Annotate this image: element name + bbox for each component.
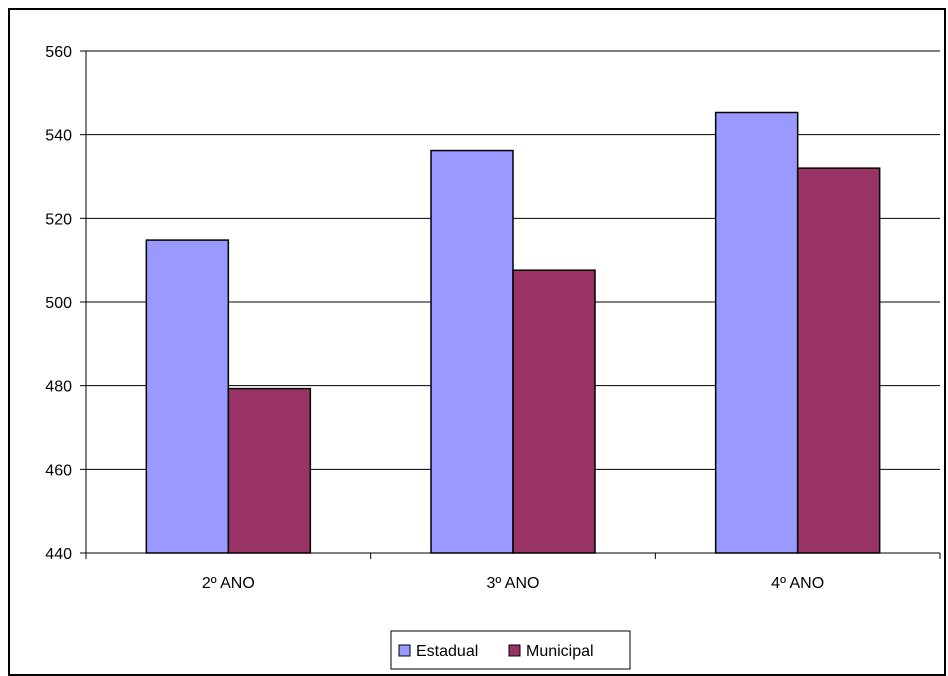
bar-estadual-2 bbox=[714, 111, 799, 554]
y-tick-label: 440 bbox=[45, 546, 72, 563]
y-tick-label: 500 bbox=[45, 295, 72, 312]
y-tick-label: 480 bbox=[45, 379, 72, 396]
y-tick-label: 520 bbox=[45, 211, 72, 228]
x-category-label: 2º ANO bbox=[202, 575, 255, 592]
y-tick-label: 540 bbox=[45, 128, 72, 145]
bar-municipal-2 bbox=[796, 167, 881, 554]
bar-estadual-0 bbox=[145, 239, 230, 554]
legend-swatch-municipal bbox=[508, 644, 521, 657]
y-tick-label: 560 bbox=[45, 44, 72, 61]
x-category-label: 4º ANO bbox=[771, 575, 824, 592]
legend-label-estadual: Estadual bbox=[416, 643, 478, 660]
legend-label-municipal: Municipal bbox=[526, 643, 594, 660]
legend-swatch-estadual bbox=[398, 644, 411, 657]
bar-municipal-1 bbox=[512, 269, 596, 554]
bar-municipal-0 bbox=[227, 387, 312, 554]
bar-estadual-1 bbox=[430, 149, 514, 554]
y-tick-label: 460 bbox=[45, 462, 72, 479]
x-category-label: 3º ANO bbox=[487, 575, 540, 592]
